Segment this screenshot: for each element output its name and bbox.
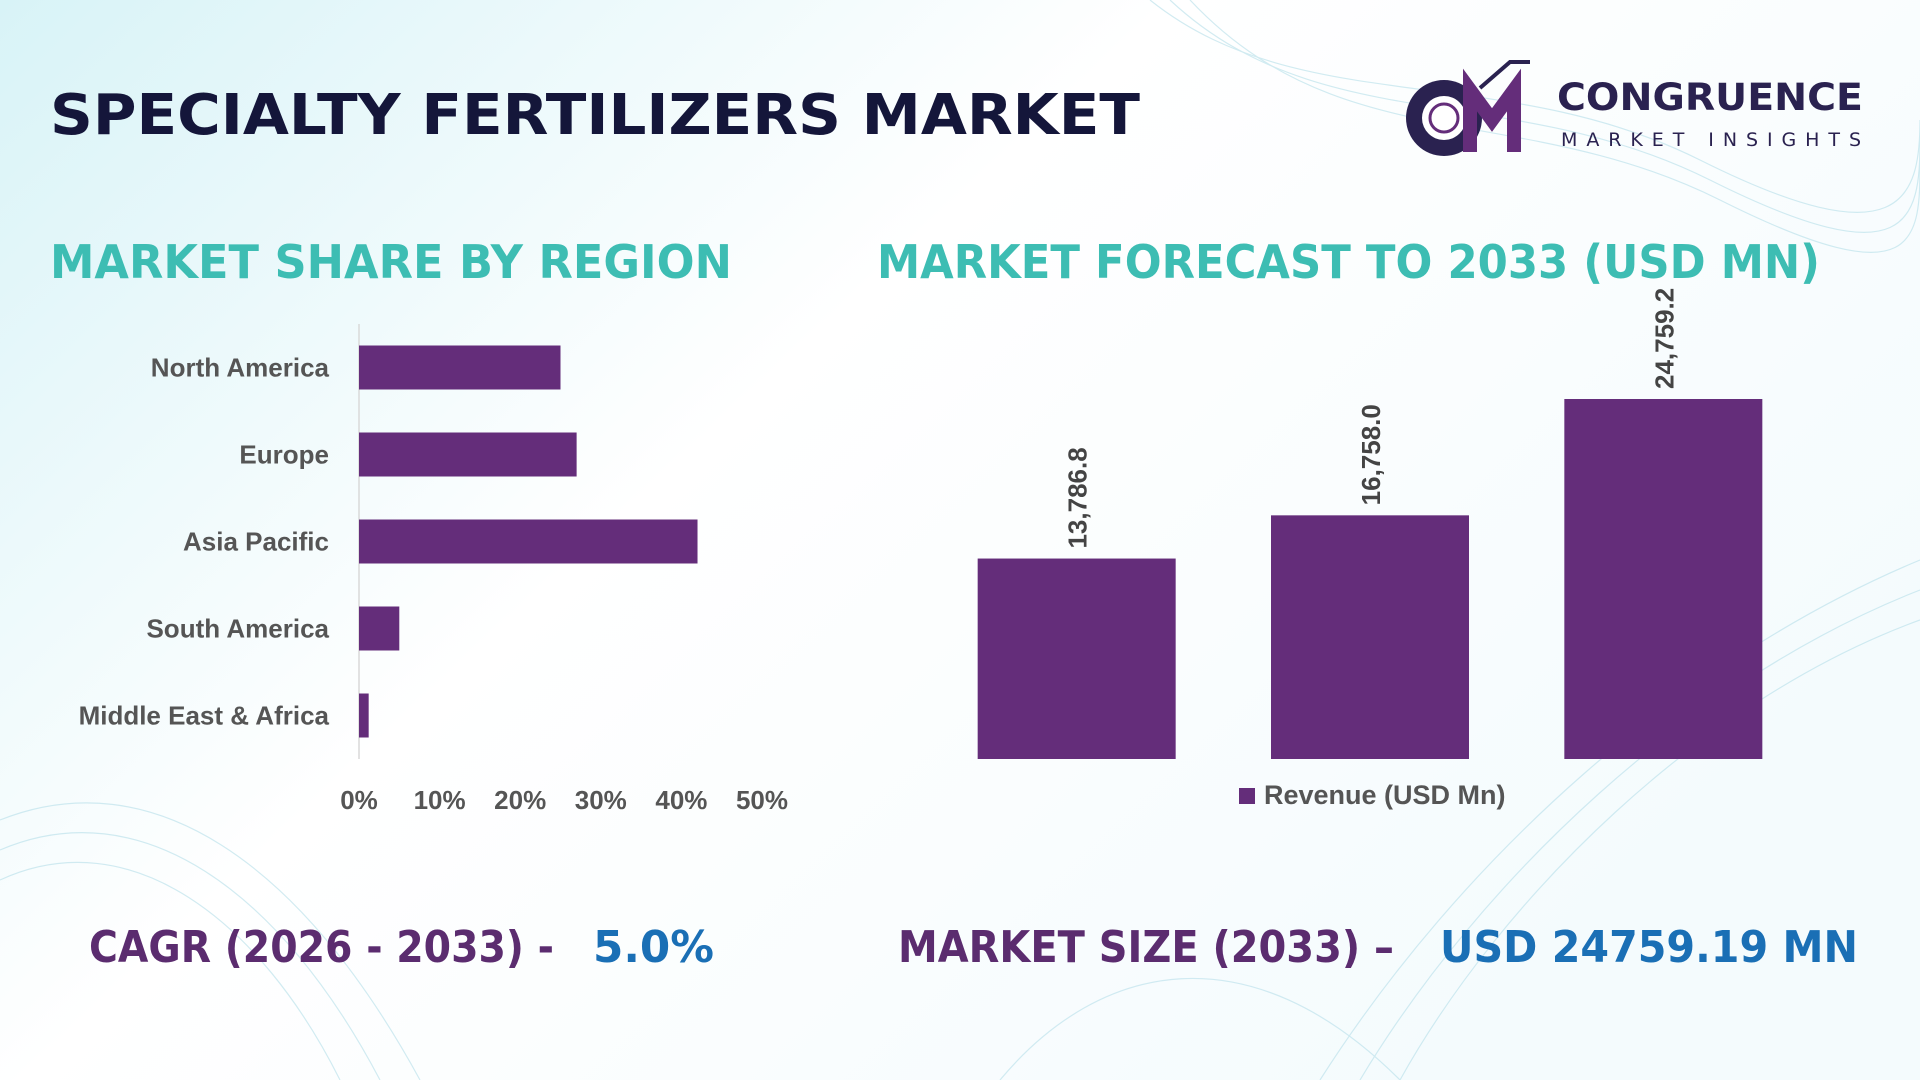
cagr: CAGR (2026 - 2033) - 5.0%: [89, 922, 714, 973]
x-tick-label: 20%: [494, 785, 546, 815]
logo-name: CONGRUENCE: [1557, 76, 1863, 119]
value-label: 16,758.0: [1356, 404, 1386, 505]
chart-title: MARKET SHARE BY REGION: [50, 235, 732, 289]
market-size-value: USD 24759.19 MN: [1440, 922, 1858, 973]
bar: [359, 606, 400, 651]
bar: [359, 519, 698, 564]
logo-globe: [1428, 102, 1460, 134]
bar: [359, 693, 369, 738]
category-label: North America: [151, 353, 330, 383]
legend-label: Revenue (USD Mn): [1264, 780, 1506, 810]
legend-swatch: [1239, 788, 1255, 804]
charts: 0% 10% 20% 30% 40% 50% North America Europe Asia…: [79, 288, 1763, 815]
chart-title: MARKET FORECAST TO 2033 (USD MN): [877, 235, 1820, 289]
bar: [977, 558, 1176, 759]
x-tick-label: 10%: [414, 785, 466, 815]
logo: CONGRUENCE MARKET INSIGHTS: [1406, 60, 1863, 156]
x-tick-label: 0%: [340, 785, 378, 815]
cagr-label: CAGR (2026 - 2033) -: [89, 922, 554, 973]
market-size: MARKET SIZE (2033) – USD 24759.19 MN: [898, 922, 1858, 973]
category-label: South America: [146, 614, 329, 644]
value-label: 24,759.2: [1649, 288, 1679, 389]
logo-arrow: [1478, 60, 1530, 90]
value-label: 13,786.8: [1063, 447, 1093, 548]
bar: [1564, 399, 1763, 759]
category-label: Middle East & Africa: [79, 701, 330, 731]
x-tick-label: 30%: [575, 785, 627, 815]
cagr-value: 5.0%: [593, 922, 714, 973]
category-label: Asia Pacific: [183, 527, 329, 557]
logo-tagline: MARKET INSIGHTS: [1561, 129, 1861, 151]
bar: [1271, 515, 1469, 759]
bar: [359, 345, 561, 390]
logo-m: [1463, 68, 1521, 152]
logo-c-inner: [1422, 96, 1466, 140]
x-tick-label: 40%: [655, 785, 707, 815]
market-size-label: MARKET SIZE (2033) –: [898, 922, 1394, 973]
x-tick-label: 50%: [736, 785, 788, 815]
bar: [359, 432, 577, 477]
category-label: Europe: [239, 440, 329, 470]
page-title: SPECIALTY FERTILIZERS MARKET: [50, 83, 1140, 148]
